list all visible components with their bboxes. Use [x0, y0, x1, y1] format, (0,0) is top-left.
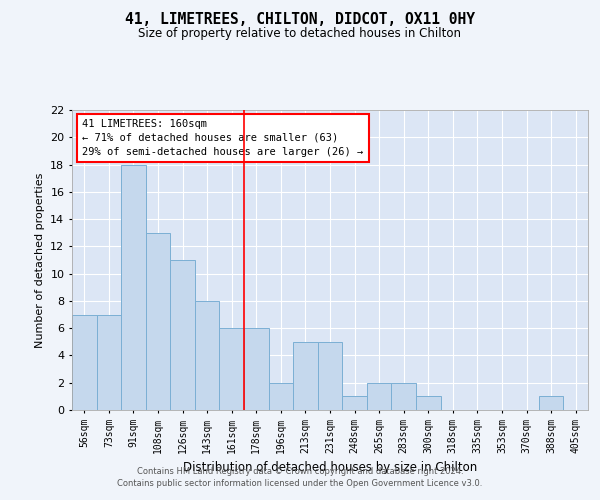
- Text: 41 LIMETREES: 160sqm
← 71% of detached houses are smaller (63)
29% of semi-detac: 41 LIMETREES: 160sqm ← 71% of detached h…: [82, 119, 364, 157]
- Y-axis label: Number of detached properties: Number of detached properties: [35, 172, 44, 348]
- Bar: [170, 260, 195, 410]
- Text: Size of property relative to detached houses in Chilton: Size of property relative to detached ho…: [139, 28, 461, 40]
- Bar: [269, 382, 293, 410]
- Bar: [318, 342, 342, 410]
- Bar: [342, 396, 367, 410]
- Bar: [416, 396, 440, 410]
- Bar: [72, 314, 97, 410]
- Bar: [146, 232, 170, 410]
- Bar: [220, 328, 244, 410]
- Bar: [391, 382, 416, 410]
- Bar: [539, 396, 563, 410]
- Bar: [97, 314, 121, 410]
- Bar: [244, 328, 269, 410]
- Text: Contains HM Land Registry data © Crown copyright and database right 2024.
Contai: Contains HM Land Registry data © Crown c…: [118, 466, 482, 487]
- X-axis label: Distribution of detached houses by size in Chilton: Distribution of detached houses by size …: [183, 461, 477, 474]
- Bar: [293, 342, 318, 410]
- Bar: [121, 164, 146, 410]
- Bar: [195, 301, 220, 410]
- Text: 41, LIMETREES, CHILTON, DIDCOT, OX11 0HY: 41, LIMETREES, CHILTON, DIDCOT, OX11 0HY: [125, 12, 475, 28]
- Bar: [367, 382, 391, 410]
